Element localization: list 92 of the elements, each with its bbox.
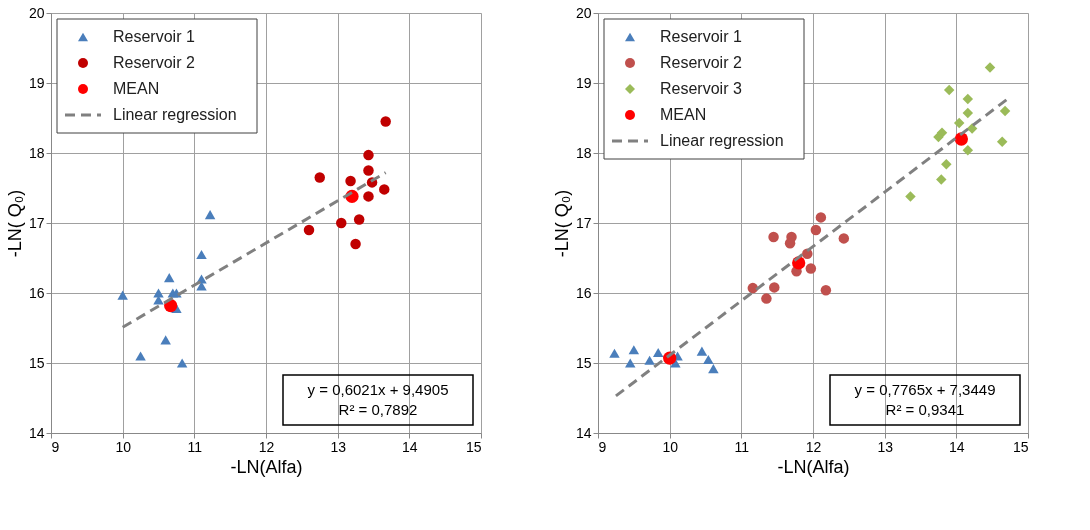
x-tick-label: 13 <box>877 438 894 455</box>
y-tick-label: 19 <box>575 74 592 91</box>
x-tick-label: 11 <box>734 438 750 455</box>
y-tick-label: 20 <box>28 4 45 21</box>
x-tick-label: 12 <box>805 438 822 455</box>
point <box>784 238 796 249</box>
point <box>941 158 952 170</box>
point <box>703 354 714 365</box>
point <box>363 191 374 202</box>
point <box>962 107 974 119</box>
point <box>644 355 655 365</box>
annotation: y = 0,6021x + 9,4905 <box>307 381 449 398</box>
point <box>135 351 146 361</box>
point <box>696 346 708 356</box>
y-tick-label: 16 <box>575 284 592 301</box>
x-axis-title: -LN(Alfa) <box>230 456 303 477</box>
point <box>625 358 636 368</box>
point <box>962 144 974 156</box>
point <box>379 184 390 195</box>
point <box>810 224 822 236</box>
x-tick-label: 9 <box>51 438 60 455</box>
point <box>628 345 640 355</box>
legend-label: Reservoir 2 <box>660 54 742 71</box>
point <box>652 347 664 358</box>
point <box>936 174 947 185</box>
x-tick-label: 14 <box>402 438 418 455</box>
point <box>176 358 188 368</box>
y-tick-label: 17 <box>28 214 45 231</box>
y-tick-label: 14 <box>575 424 592 441</box>
point <box>943 84 955 96</box>
point <box>345 175 356 187</box>
point <box>761 293 772 304</box>
point <box>905 191 916 202</box>
point <box>708 364 719 374</box>
annotation: R² = 0,7892 <box>338 401 418 418</box>
point <box>164 273 175 283</box>
point <box>314 172 325 183</box>
x-tick-label: 12 <box>258 438 275 455</box>
point <box>153 288 164 298</box>
point <box>962 93 974 105</box>
x-tick-label: 14 <box>949 438 965 455</box>
legend-label: Reservoir 1 <box>113 28 195 45</box>
point <box>196 249 207 260</box>
point <box>363 165 374 176</box>
point <box>996 136 1008 148</box>
point <box>838 233 850 244</box>
legend-label: Reservoir 3 <box>660 80 742 97</box>
legend-label: Reservoir 1 <box>660 28 742 45</box>
x-axis-title: -LN(Alfa) <box>777 456 850 477</box>
y-tick-label: 15 <box>28 354 45 371</box>
point <box>303 224 315 236</box>
annotation: y = 0,7765x + 7,3449 <box>854 381 996 398</box>
legend-label: Linear regression <box>113 106 237 123</box>
legend-label: MEAN <box>113 80 160 97</box>
x-tick-label: 10 <box>662 438 679 455</box>
point <box>336 217 347 229</box>
x-tick-label: 11 <box>187 438 203 455</box>
point <box>769 282 780 293</box>
point <box>363 149 374 161</box>
point <box>999 105 1011 117</box>
legend-label: Reservoir 2 <box>113 54 195 71</box>
point <box>768 231 779 243</box>
x-tick-label: 13 <box>330 438 347 455</box>
x-tick-label: 15 <box>465 438 482 455</box>
point <box>609 348 620 358</box>
x-tick-label: 9 <box>598 438 607 455</box>
y-tick-label: 16 <box>28 284 45 301</box>
point <box>805 263 817 274</box>
point <box>350 238 361 250</box>
x-tick-label: 15 <box>1012 438 1029 455</box>
y-axis-title: -LN( Q₀) <box>551 189 572 258</box>
y-tick-label: 17 <box>575 214 592 231</box>
point <box>984 62 996 73</box>
point <box>204 210 216 220</box>
point <box>353 214 365 225</box>
y-tick-label: 14 <box>28 424 45 441</box>
legend-label: Linear regression <box>660 132 784 149</box>
point <box>820 284 832 296</box>
point <box>953 117 965 129</box>
y-tick-label: 19 <box>28 74 45 91</box>
point <box>380 116 391 127</box>
point <box>117 290 128 300</box>
legend-label: MEAN <box>660 106 707 123</box>
point <box>933 131 944 143</box>
y-axis-title: -LN( Q₀) <box>4 189 25 258</box>
y-tick-label: 20 <box>575 4 592 21</box>
x-tick-label: 10 <box>115 438 132 455</box>
annotation: R² = 0,9341 <box>885 401 965 418</box>
y-tick-label: 18 <box>575 144 592 161</box>
point <box>815 212 827 223</box>
y-tick-label: 15 <box>575 354 592 371</box>
y-tick-label: 18 <box>28 144 45 161</box>
